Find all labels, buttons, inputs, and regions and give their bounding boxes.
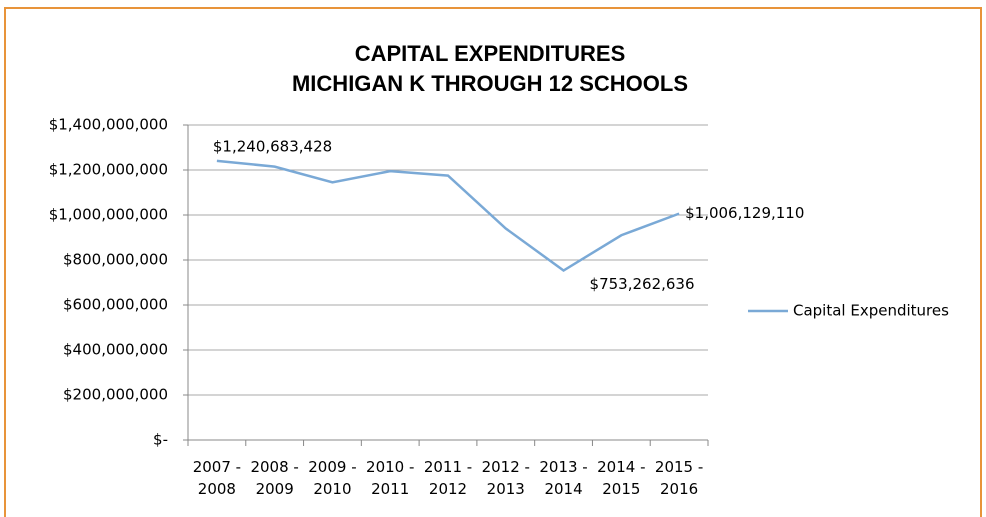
y-tick-label: $1,400,000,000 xyxy=(49,116,168,134)
data-label: $1,240,683,428 xyxy=(213,137,332,155)
y-tick-label: $1,200,000,000 xyxy=(49,161,168,179)
y-tick-label: $600,000,000 xyxy=(63,296,168,314)
data-label: $1,006,129,110 xyxy=(685,204,804,222)
y-tick-label: $- xyxy=(153,431,168,449)
y-tick-label: $400,000,000 xyxy=(63,341,168,359)
legend-label: Capital Expenditures xyxy=(793,302,949,320)
x-tick-label: 2011 - 2012 xyxy=(423,458,473,498)
x-tick-label: 2015 - 2016 xyxy=(654,458,704,498)
x-tick-label: 2014 - 2015 xyxy=(597,458,646,498)
frame xyxy=(4,7,982,517)
chart-subtitle: MICHIGAN K THROUGH 12 SCHOOLS xyxy=(292,71,688,96)
x-tick-label: 2013 - 2014 xyxy=(539,458,588,498)
y-tick-label: $800,000,000 xyxy=(63,251,168,269)
x-tick-label: 2012 - 2013 xyxy=(481,458,530,498)
x-tick-label: 2007 - 2008 xyxy=(192,458,242,498)
chart-title: CAPITAL EXPENDITURES xyxy=(355,41,626,66)
x-tick-label: 2008 - 2009 xyxy=(250,458,299,498)
data-label: $753,262,636 xyxy=(590,275,695,293)
y-tick-label: $1,000,000,000 xyxy=(49,206,168,224)
y-tick-label: $200,000,000 xyxy=(63,386,168,404)
line xyxy=(216,159,680,273)
x-tick-label: 2010 - 2011 xyxy=(366,458,415,498)
x-tick-label: 2009 - 2010 xyxy=(308,458,357,498)
